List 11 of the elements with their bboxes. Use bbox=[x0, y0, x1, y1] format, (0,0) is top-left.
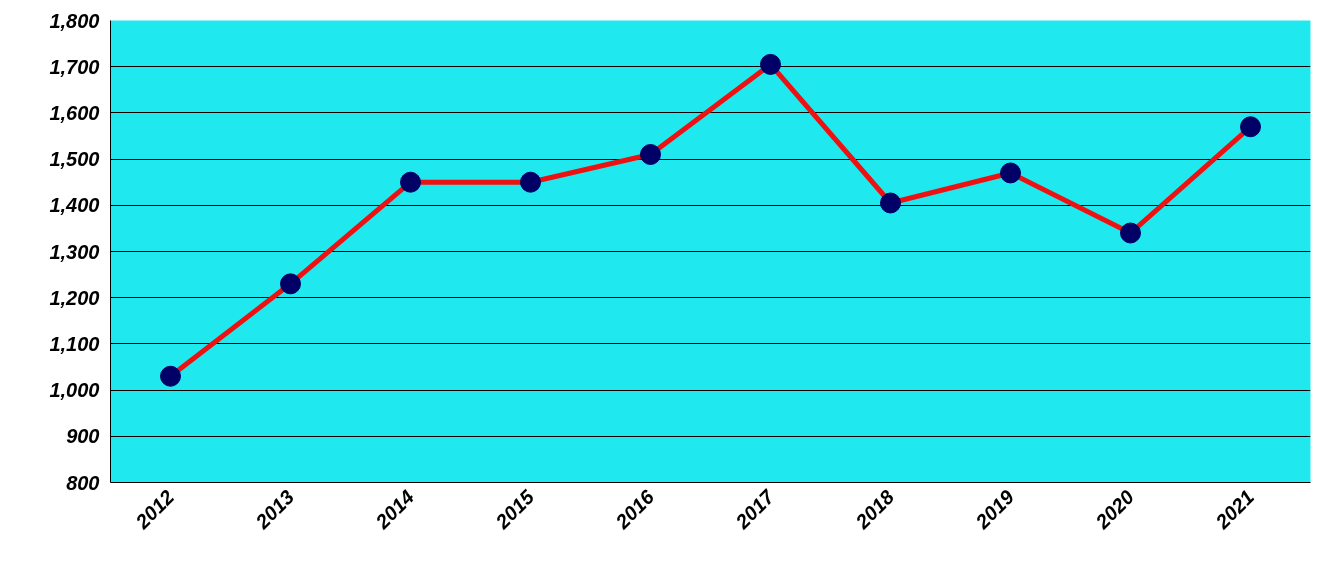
y-tick-label: 1,500 bbox=[49, 148, 100, 171]
y-tick-label: 900 bbox=[66, 425, 100, 448]
y-tick-label: 800 bbox=[66, 471, 100, 494]
y-tick-label: 1,300 bbox=[49, 240, 100, 263]
y-tick-label: 1,000 bbox=[49, 379, 100, 402]
y-tick-label: 1,600 bbox=[49, 101, 100, 124]
y-tick-label: 1,800 bbox=[49, 9, 100, 32]
y-tick-label: 1,400 bbox=[49, 194, 100, 217]
y-tick-label: 1,700 bbox=[49, 55, 100, 78]
y-tick-label: 1,200 bbox=[49, 286, 100, 309]
y-tick-label: 1,100 bbox=[49, 332, 100, 355]
